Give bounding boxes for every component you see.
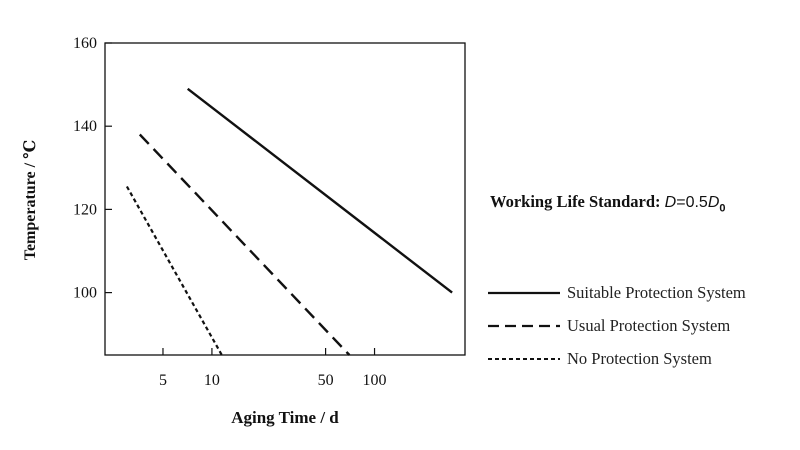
y-axis-label: Temperature / ℃: [22, 139, 39, 261]
annotation-eq: =0.5: [676, 194, 708, 211]
legend: Suitable Protection System Usual Protect…: [488, 276, 798, 375]
y-tick-label-160: 160: [73, 35, 97, 52]
x-axis-label: Aging Time / d: [231, 408, 339, 427]
annotation-prefix: Working Life Standard:: [490, 192, 665, 211]
x-tick-label-100: 100: [363, 372, 387, 389]
annotation-subscript: 0: [719, 202, 726, 215]
y-tick-label-100: 100: [73, 285, 97, 302]
y-tick-label-120: 120: [73, 201, 97, 218]
legend-item-none: No Protection System: [488, 342, 798, 375]
y-tick-label-140: 140: [73, 118, 97, 135]
y-axis-label-wrap: Temperature / ℃: [0, 40, 60, 360]
plot-area: [104, 42, 466, 356]
legend-label-none: No Protection System: [567, 348, 712, 368]
axis-ticks: 100 120 140 160 5 10 50 100: [73, 35, 387, 389]
legend-swatch-solid: [488, 291, 560, 294]
annotation-d0: D: [707, 194, 720, 211]
legend-swatch-dashed: [488, 324, 560, 327]
legend-label-usual: Usual Protection System: [567, 315, 731, 335]
legend-label-suitable: Suitable Protection System: [567, 282, 746, 302]
legend-item-usual: Usual Protection System: [488, 309, 798, 342]
series-line-no-protection-system: [125, 185, 223, 356]
legend-item-suitable: Suitable Protection System: [488, 276, 798, 309]
working-life-standard-annotation: Working Life Standard: D=0.5D0: [490, 192, 726, 214]
legend-swatch-dotted: [488, 357, 560, 360]
data-lines: [125, 87, 453, 356]
x-tick-label-5: 5: [159, 372, 167, 389]
annotation-d: D: [664, 194, 677, 211]
x-tick-label-10: 10: [204, 372, 220, 389]
series-line-usual-protection-system: [138, 133, 351, 356]
plot-frame: [104, 42, 466, 356]
x-tick-label-50: 50: [318, 372, 334, 389]
series-line-suitable-protection-system: [186, 87, 453, 294]
